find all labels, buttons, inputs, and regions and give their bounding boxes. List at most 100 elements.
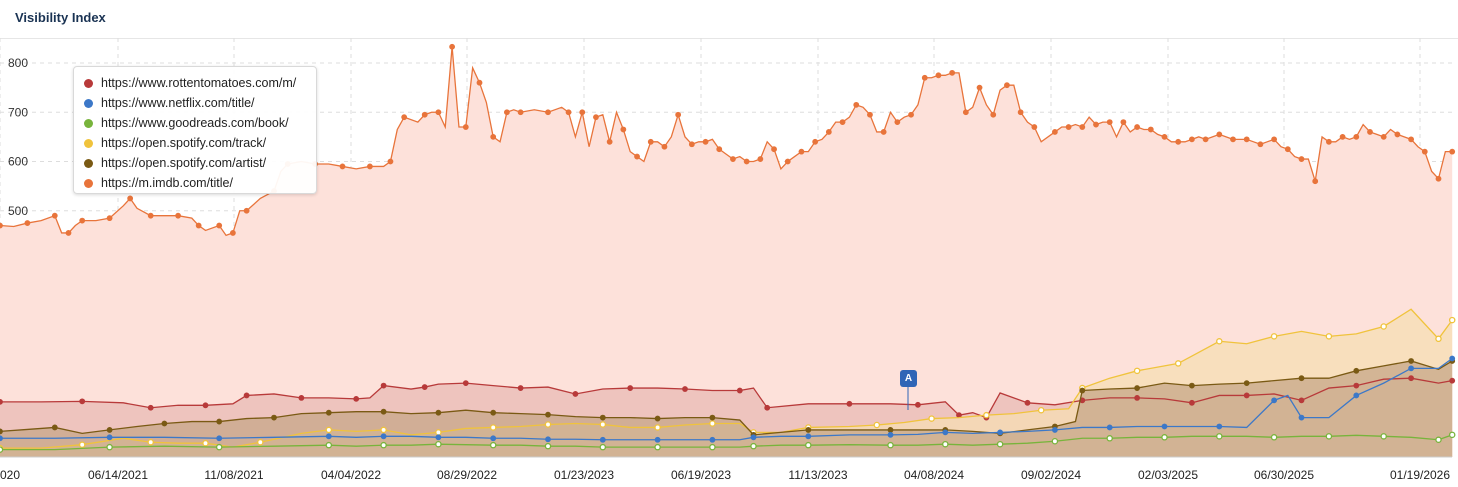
data-point	[1024, 399, 1031, 406]
data-point	[127, 195, 134, 202]
data-point	[805, 433, 812, 440]
x-tick-label: 02/03/2025	[1138, 468, 1198, 482]
data-point	[1449, 148, 1456, 155]
data-point	[730, 156, 736, 162]
data-point	[627, 385, 634, 391]
data-point	[1408, 365, 1414, 372]
data-point	[654, 415, 661, 422]
data-point	[1312, 178, 1319, 185]
legend-item-rottentomatoes[interactable]: https://www.rottentomatoes.com/m/	[74, 73, 316, 93]
series-line	[0, 360, 1453, 436]
data-point	[805, 427, 812, 433]
x-tick-label: 11/13/2023	[788, 468, 847, 482]
legend-item-goodreads[interactable]: https://www.goodreads.com/book/	[74, 113, 316, 133]
legend-label: https://m.imdb.com/title/	[101, 176, 233, 190]
data-point	[503, 109, 510, 116]
data-point	[771, 146, 777, 153]
data-point	[1106, 119, 1113, 125]
data-point	[1037, 406, 1045, 414]
data-point	[544, 442, 552, 450]
data-point	[1339, 133, 1346, 140]
data-point	[215, 443, 223, 451]
legend-item-imdb[interactable]: https://m.imdb.com/title/	[74, 173, 316, 193]
data-point	[1065, 124, 1072, 130]
data-point	[976, 84, 983, 91]
data-point	[1448, 316, 1456, 324]
data-point	[517, 109, 524, 116]
data-point	[401, 114, 408, 121]
data-point	[544, 421, 552, 428]
data-point	[339, 163, 346, 170]
data-point	[962, 109, 969, 116]
data-point	[1017, 109, 1024, 116]
legend-item-netflix[interactable]: https://www.netflix.com/title/	[74, 93, 316, 113]
data-point	[435, 440, 442, 448]
data-point	[634, 153, 640, 160]
data-point	[1216, 131, 1223, 138]
x-tick-label: 04/08/2024	[904, 468, 964, 482]
data-point	[147, 438, 154, 446]
data-point	[1147, 126, 1154, 133]
legend-dot	[84, 98, 93, 108]
y-tick-label: 700	[8, 105, 28, 119]
data-point	[1298, 375, 1305, 382]
data-point	[489, 441, 497, 449]
y-tick-label: 800	[8, 56, 28, 70]
data-point	[1353, 133, 1360, 140]
x-tick-label: 06/14/2021	[88, 468, 148, 482]
data-point	[887, 427, 894, 433]
data-point	[106, 434, 113, 441]
data-point	[1353, 382, 1360, 389]
data-point	[880, 129, 887, 135]
data-point	[661, 143, 668, 150]
data-point	[812, 138, 819, 145]
data-point	[65, 230, 72, 236]
data-point	[798, 148, 805, 155]
legend-item-spotify-artist[interactable]: https://open.spotify.com/artist/	[74, 153, 316, 173]
data-point	[928, 415, 935, 422]
data-point	[1298, 397, 1305, 404]
data-point	[0, 222, 3, 229]
data-point	[1435, 175, 1442, 182]
annotation-marker[interactable]: A	[900, 370, 917, 387]
series-line	[0, 434, 1453, 451]
data-point	[175, 212, 181, 219]
data-point	[1435, 436, 1442, 444]
data-point	[1353, 392, 1360, 399]
data-point	[784, 158, 791, 165]
data-point	[106, 215, 113, 222]
visibility-chart: 10020030040050060070080002006/14/202111/…	[0, 38, 1456, 482]
data-point	[620, 126, 627, 133]
data-point	[1271, 136, 1277, 143]
data-point	[654, 436, 661, 443]
data-point	[1189, 382, 1195, 389]
data-point	[380, 441, 387, 449]
legend-dot	[84, 158, 93, 168]
data-point	[1134, 394, 1140, 401]
data-point	[1380, 323, 1387, 330]
data-point	[1394, 131, 1401, 138]
data-point	[757, 156, 764, 162]
data-point	[887, 431, 894, 438]
data-point	[599, 421, 607, 428]
data-point	[1408, 375, 1414, 382]
data-point	[1052, 129, 1058, 135]
data-point	[202, 439, 209, 447]
data-point	[1271, 397, 1277, 404]
data-point	[0, 428, 3, 435]
data-point	[490, 133, 497, 140]
data-point	[894, 119, 901, 125]
legend-item-spotify-track[interactable]: https://open.spotify.com/track/	[74, 133, 316, 153]
series-area	[0, 46, 1453, 458]
data-point	[716, 146, 723, 153]
legend-dot	[84, 138, 93, 148]
y-tick-label: 500	[8, 204, 28, 218]
data-point	[325, 426, 333, 434]
data-point	[421, 384, 428, 390]
data-point	[743, 158, 750, 165]
data-point	[1284, 146, 1291, 153]
data-point	[1243, 392, 1250, 399]
data-point	[435, 429, 442, 436]
data-point	[147, 404, 154, 411]
data-point	[1298, 156, 1305, 162]
